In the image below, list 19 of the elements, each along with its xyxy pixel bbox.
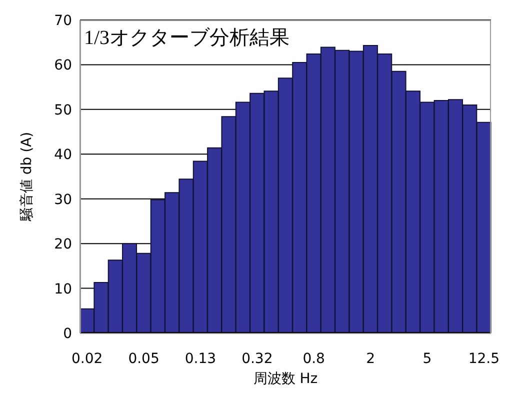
y-tick-label: 50: [54, 102, 72, 118]
y-tick-label: 40: [54, 147, 72, 164]
x-tick-label: 0.05: [128, 350, 160, 367]
y-tick-label: 30: [54, 192, 72, 208]
x-tick-label: 0.8: [302, 350, 325, 367]
x-tick-label: 5: [422, 350, 432, 367]
y-axis-title: 騒音値 db (A): [18, 132, 35, 222]
x-tick-label: 0.02: [72, 350, 103, 367]
y-tick-label: 0: [63, 326, 72, 342]
x-tick-label: 0.13: [184, 350, 216, 367]
chart-title: 1/3オクターブ分析結果: [84, 26, 290, 51]
x-tick-label: 2: [366, 350, 375, 367]
x-axis-title: 周波数 Hz: [253, 371, 318, 387]
x-tick-label: 12.5: [468, 350, 500, 367]
y-tick-label: 70: [54, 12, 72, 29]
y-tick-label: 20: [54, 236, 72, 253]
x-tick-label: 0.32: [242, 350, 273, 367]
y-tick-label: 60: [54, 58, 72, 74]
y-tick-label: 10: [54, 281, 72, 298]
